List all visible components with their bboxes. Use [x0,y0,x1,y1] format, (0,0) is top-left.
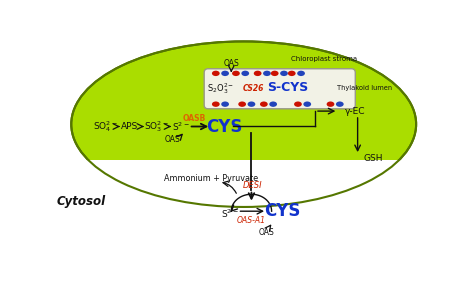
Ellipse shape [336,102,344,107]
Ellipse shape [271,71,279,76]
Ellipse shape [232,71,240,76]
Text: SO$_3^{2-}$: SO$_3^{2-}$ [144,119,168,134]
Text: Ammonium + Pyruvate: Ammonium + Pyruvate [164,173,258,183]
Ellipse shape [71,41,416,207]
Ellipse shape [260,102,268,107]
Text: γ-EC: γ-EC [345,107,365,116]
Ellipse shape [238,102,246,107]
Text: APS: APS [121,122,138,131]
Ellipse shape [280,71,288,76]
Ellipse shape [327,102,334,107]
Text: OAS: OAS [259,228,275,237]
Text: CYS: CYS [264,202,301,220]
Text: CS26: CS26 [242,84,264,93]
Ellipse shape [254,71,262,76]
FancyBboxPatch shape [204,69,356,109]
Ellipse shape [297,71,305,76]
Text: OAS-A1: OAS-A1 [237,216,266,225]
Text: DESI: DESI [243,181,263,190]
Text: SO$_4^{2-}$: SO$_4^{2-}$ [93,119,118,134]
Ellipse shape [212,71,219,76]
Text: S$^{2-}$: S$^{2-}$ [172,120,190,133]
Ellipse shape [303,102,311,107]
Text: S$^{2-}$: S$^{2-}$ [221,208,238,220]
Text: OAS: OAS [223,59,239,68]
Ellipse shape [294,102,302,107]
Ellipse shape [221,102,229,107]
Text: Cytosol: Cytosol [56,195,106,208]
Bar [59,160,427,264]
Ellipse shape [221,71,229,76]
Text: OASB: OASB [182,114,206,123]
Ellipse shape [263,71,271,76]
Text: S-CYS: S-CYS [267,81,309,94]
Text: Chloroplast stroma: Chloroplast stroma [291,56,357,62]
Text: OAS: OAS [164,135,180,144]
Text: CYS: CYS [206,118,243,135]
Ellipse shape [241,71,249,76]
Ellipse shape [247,102,255,107]
Text: S$_2$O$_3^{2-}$: S$_2$O$_3^{2-}$ [207,81,234,96]
Text: Thylakoid lumen: Thylakoid lumen [337,85,392,91]
Ellipse shape [288,71,296,76]
Ellipse shape [212,102,219,107]
Text: GSH: GSH [364,154,383,163]
Ellipse shape [269,102,277,107]
